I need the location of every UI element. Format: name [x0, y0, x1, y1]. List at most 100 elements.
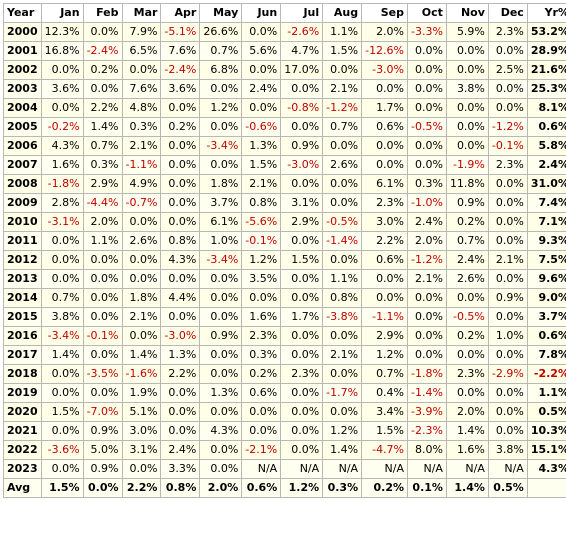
month-return-cell: 3.1% [121, 440, 162, 460]
average-month-cell: 1.2% [280, 478, 324, 498]
month-return-cell: 26.6% [199, 22, 243, 42]
year-cell: 2004 [3, 98, 42, 118]
month-return-cell: 0.0% [407, 288, 447, 308]
month-return-cell: 0.0% [82, 79, 123, 99]
month-return-cell: 0.0% [199, 459, 243, 479]
month-return-cell: 0.8% [241, 193, 282, 213]
month-return-cell: 0.0% [121, 212, 162, 232]
month-return-cell: 1.7% [280, 307, 324, 327]
table-row: 2007 1.6% 0.3% -1.1% 0.0% 0.0% 1.5% -3.0% 2.6% 0.… [3, 155, 566, 175]
month-return-cell: 3.8% [487, 440, 528, 460]
month-return-cell: 0.0% [445, 136, 489, 156]
column-header: Aug [322, 3, 363, 23]
month-return-cell: 1.2% [241, 250, 282, 270]
month-return-cell: -3.0% [280, 155, 324, 175]
month-return-cell: 0.7% [445, 231, 489, 251]
month-return-cell: 7.6% [121, 79, 162, 99]
month-return-cell: 4.4% [160, 288, 201, 308]
month-return-cell: 3.8% [40, 307, 84, 327]
month-return-cell: 0.7% [40, 288, 84, 308]
month-return-cell: 0.0% [322, 326, 363, 346]
month-return-cell: 0.0% [241, 402, 282, 422]
table-row: 2017 1.4% 0.0% 1.4% 1.3% 0.0% 0.3% 0.0% 2.1% 1.2%… [3, 345, 566, 365]
column-header: Jan [40, 3, 84, 23]
year-total-cell: 0.6% [526, 117, 566, 137]
month-return-cell: 0.2% [82, 60, 123, 80]
month-return-cell: -3.8% [322, 307, 363, 327]
month-return-cell: 0.0% [407, 41, 447, 61]
month-return-cell: 11.8% [445, 174, 489, 194]
table-row: 2023 0.0% 0.9% 0.0% 3.3% 0.0% N/A N/A N/A N/A N/A N… [3, 459, 566, 479]
year-cell: 2005 [3, 117, 42, 137]
table-row: 2008 -1.8% 2.9% 4.9% 0.0% 1.8% 2.1% 0.0% 0.0% 6.1… [3, 174, 566, 194]
table-row: 2011 0.0% 1.1% 2.6% 0.8% 1.0% -0.1% 0.0% -1.4% 2.… [3, 231, 566, 251]
average-month-cell: 0.6% [241, 478, 282, 498]
month-return-cell: 2.3% [487, 155, 528, 175]
month-return-cell: 4.3% [40, 136, 84, 156]
month-return-cell: 0.0% [407, 60, 447, 80]
month-return-cell: -5.6% [241, 212, 282, 232]
month-return-cell: -2.4% [82, 41, 123, 61]
month-return-cell: -1.0% [407, 193, 447, 213]
year-cell: 2001 [3, 41, 42, 61]
month-return-cell: 0.0% [487, 269, 528, 289]
month-return-cell: 1.2% [322, 421, 363, 441]
month-return-cell: N/A [241, 459, 282, 479]
month-return-cell: 0.0% [487, 212, 528, 232]
average-month-cell: 1.5% [40, 478, 84, 498]
month-return-cell: 2.2% [361, 231, 409, 251]
month-return-cell: N/A [487, 459, 528, 479]
month-return-cell: 0.0% [121, 60, 162, 80]
year-total-cell: 3.7% [526, 307, 566, 327]
month-return-cell: 2.4% [241, 79, 282, 99]
month-return-cell: 0.3% [407, 174, 447, 194]
month-return-cell: 0.0% [40, 421, 84, 441]
month-return-cell: 0.9% [280, 136, 324, 156]
month-return-cell: 0.0% [199, 79, 243, 99]
month-return-cell: 0.0% [160, 174, 201, 194]
month-return-cell: -3.4% [199, 136, 243, 156]
month-return-cell: 0.0% [199, 155, 243, 175]
month-return-cell: 0.0% [280, 231, 324, 251]
column-header: Feb [82, 3, 123, 23]
month-return-cell: -1.2% [407, 250, 447, 270]
month-return-cell: 0.0% [407, 136, 447, 156]
year-total-cell: 2.4% [526, 155, 566, 175]
month-return-cell: 0.0% [160, 98, 201, 118]
year-cell: 2016 [3, 326, 42, 346]
month-return-cell: 3.7% [199, 193, 243, 213]
month-return-cell: 0.0% [445, 41, 489, 61]
month-return-cell: 0.0% [121, 250, 162, 270]
month-return-cell: N/A [322, 459, 363, 479]
month-return-cell: 0.0% [82, 288, 123, 308]
column-header: Dec [487, 3, 528, 23]
month-return-cell: 7.6% [160, 41, 201, 61]
month-return-cell: 1.5% [241, 155, 282, 175]
month-return-cell: -3.1% [40, 212, 84, 232]
month-return-cell: 0.2% [241, 364, 282, 384]
year-total-cell: 7.4% [526, 193, 566, 213]
month-return-cell: 0.0% [121, 269, 162, 289]
month-return-cell: 2.4% [407, 212, 447, 232]
month-return-cell: 0.0% [322, 60, 363, 80]
month-return-cell: 2.0% [407, 231, 447, 251]
month-return-cell: 1.1% [322, 269, 363, 289]
month-return-cell: 0.9% [82, 459, 123, 479]
month-return-cell: 8.0% [407, 440, 447, 460]
year-total-cell: 15.1% [526, 440, 566, 460]
month-return-cell: 5.0% [82, 440, 123, 460]
month-return-cell: 0.0% [361, 288, 409, 308]
average-month-cell: 0.2% [361, 478, 409, 498]
month-return-cell: 0.0% [487, 174, 528, 194]
month-return-cell: 2.3% [361, 193, 409, 213]
month-return-cell: 2.6% [121, 231, 162, 251]
month-return-cell: 0.0% [199, 117, 243, 137]
month-return-cell: 1.2% [199, 98, 243, 118]
month-return-cell: 2.1% [121, 307, 162, 327]
month-return-cell: -0.5% [445, 307, 489, 327]
table-row: 2020 1.5% -7.0% 5.1% 0.0% 0.0% 0.0% 0.0% 0.0% 3.4… [3, 402, 566, 422]
table-row: 2018 0.0% -3.5% -1.6% 2.2% 0.0% 0.2% 2.3% 0.0% 0.… [3, 364, 566, 384]
table-row: 2000 12.3% 0.0% 7.9% -5.1% 26.6% 0.0% -2.6% 1.1%… [3, 22, 566, 42]
year-cell: 2023 [3, 459, 42, 479]
month-return-cell: -4.4% [82, 193, 123, 213]
